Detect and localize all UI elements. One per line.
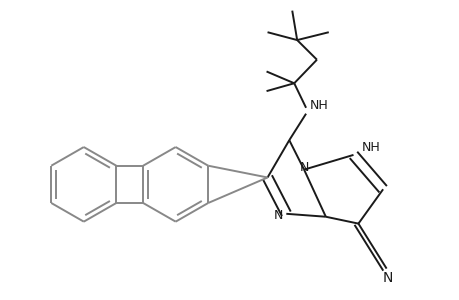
Text: N: N — [299, 161, 308, 174]
Text: NH: NH — [361, 141, 380, 154]
Text: N: N — [273, 209, 282, 222]
Text: N: N — [382, 271, 392, 285]
Text: NH: NH — [309, 99, 328, 112]
